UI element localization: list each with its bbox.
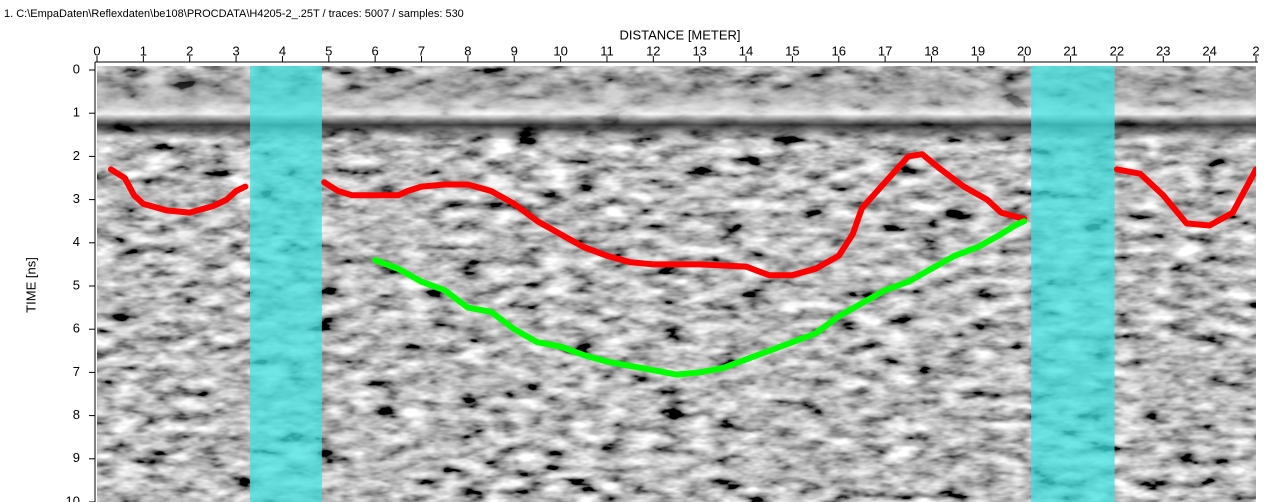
highlight-band — [249, 66, 322, 502]
x-tick-label: 20 — [1017, 43, 1031, 58]
x-tick-label: 6 — [372, 43, 379, 58]
y-tick-label: 4 — [73, 234, 80, 249]
file-info: 1. C:\EmpaDaten\Reflexdaten\be108\PROCDA… — [4, 8, 464, 20]
x-tick-label: 0 — [93, 43, 100, 58]
highlight-band — [1031, 66, 1115, 502]
x-tick-label: 11 — [600, 43, 614, 58]
y-tick-label: 2 — [73, 148, 80, 163]
x-tick-label: 2 — [186, 43, 193, 58]
pick-line — [107, 151, 1256, 279]
x-tick-label: 10 — [553, 43, 567, 58]
pick-line — [372, 218, 1028, 378]
x-tick-label: 21 — [1063, 43, 1077, 58]
y-axis-title: TIME [ns] — [23, 257, 38, 313]
y-tick-label: 1 — [73, 105, 80, 120]
x-tick-label: 13 — [692, 43, 706, 58]
x-tick-label: 9 — [511, 43, 518, 58]
x-tick-label: 3 — [232, 43, 239, 58]
y-tick-label: 3 — [73, 191, 80, 206]
x-axis-title: DISTANCE [METER] — [619, 27, 740, 42]
x-tick-label: 22 — [1110, 43, 1124, 58]
x-tick-label: 14 — [739, 43, 753, 58]
x-tick-label: 12 — [646, 43, 660, 58]
x-tick-label: 2 — [1252, 43, 1259, 58]
y-tick-label: 7 — [73, 364, 80, 379]
plot-overlay — [107, 66, 1256, 502]
y-tick-label: 8 — [73, 407, 80, 422]
x-tick-label: 15 — [785, 43, 799, 58]
y-tick-label: 0 — [73, 61, 80, 76]
x-tick-label: 16 — [832, 43, 846, 58]
x-tick-label: 18 — [924, 43, 938, 58]
y-tick-label: 6 — [73, 321, 80, 336]
y-tick-label: 10 — [66, 493, 80, 502]
x-tick-label: 24 — [1202, 43, 1216, 58]
y-tick-label: 5 — [73, 277, 80, 292]
x-tick-label: 8 — [464, 43, 471, 58]
y-tick-label: 9 — [73, 450, 80, 465]
x-tick-label: 4 — [279, 43, 286, 58]
x-tick-label: 7 — [418, 43, 425, 58]
x-tick-label: 1 — [140, 43, 147, 58]
x-tick-label: 23 — [1156, 43, 1170, 58]
x-tick-label: 17 — [878, 43, 892, 58]
x-tick-label: 19 — [971, 43, 985, 58]
x-tick-label: 5 — [325, 43, 332, 58]
